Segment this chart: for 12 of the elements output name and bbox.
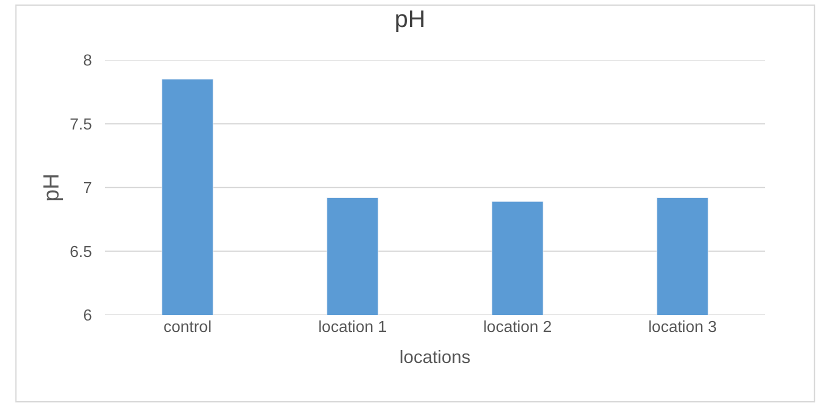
y-axis-title: pH <box>38 173 64 202</box>
y-tick-label: 7 <box>83 180 92 198</box>
y-tick-label: 6.5 <box>70 244 92 261</box>
x-tick-label: location 3 <box>648 319 717 336</box>
x-axis-title: locations <box>399 347 471 368</box>
x-tick-label: location 2 <box>483 319 552 336</box>
y-tick-label: 8 <box>83 52 92 70</box>
x-tick-label: control <box>163 319 212 336</box>
y-tick-label: 6 <box>83 308 92 325</box>
y-tick-label: 7.5 <box>70 116 92 134</box>
x-tick-label: location 1 <box>318 319 387 336</box>
chart-title: pH <box>394 6 426 33</box>
